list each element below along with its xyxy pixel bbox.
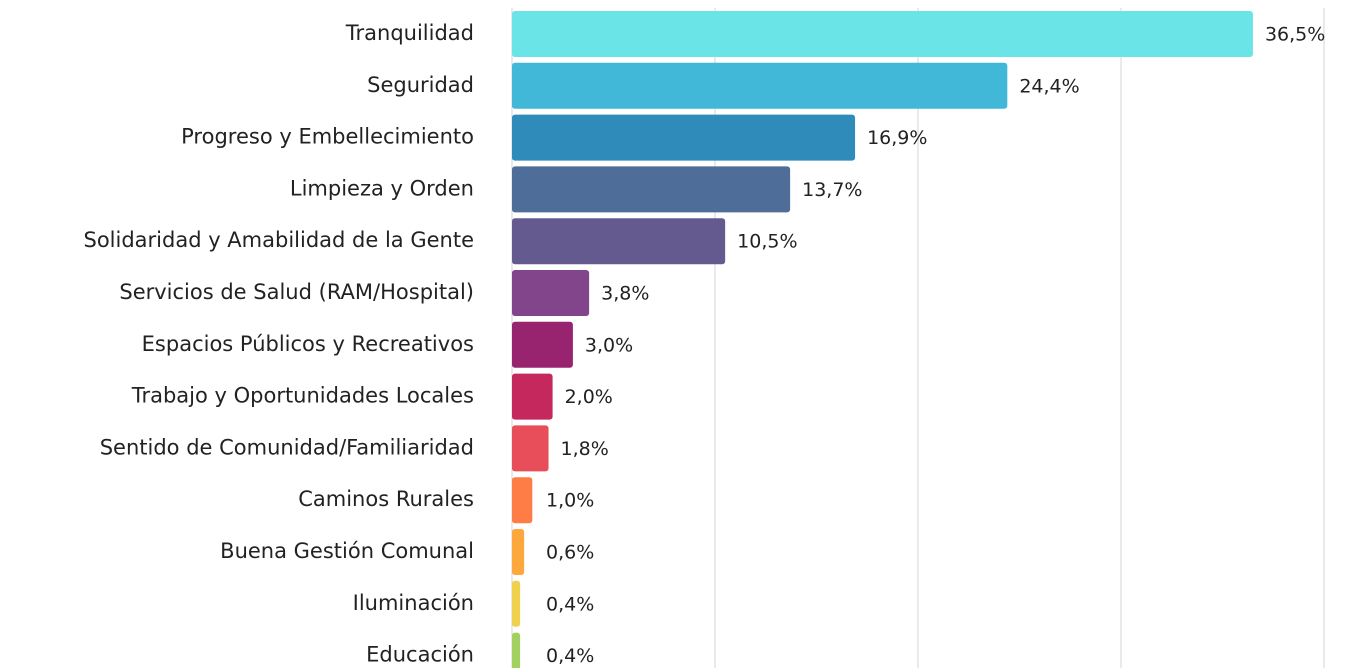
value-label: 0,4% (546, 645, 594, 667)
bar (512, 425, 549, 472)
category-label: Trabajo y Oportunidades Locales (131, 384, 474, 408)
value-label: 0,6% (546, 542, 594, 564)
value-label: 3,0% (585, 334, 633, 356)
value-label: 13,7% (802, 179, 862, 201)
category-label: Buena Gestión Comunal (220, 539, 474, 563)
value-label: 24,4% (1019, 75, 1079, 97)
value-label: 1,8% (561, 438, 609, 460)
value-label: 10,5% (737, 231, 797, 253)
bar (512, 218, 726, 265)
bar (512, 62, 1008, 109)
bar (512, 632, 521, 668)
category-label: Servicios de Salud (RAM/Hospital) (119, 280, 474, 304)
bar (512, 529, 525, 575)
bar (512, 321, 573, 368)
category-label: Iluminación (353, 591, 474, 615)
category-label: Tranquilidad (345, 21, 474, 45)
category-label: Sentido de Comunidad/Familiaridad (100, 435, 474, 459)
value-label: 16,9% (867, 127, 927, 149)
bar (512, 114, 856, 161)
category-label: Caminos Rurales (298, 487, 474, 511)
value-label: 0,4% (546, 593, 594, 615)
bar (512, 11, 1253, 57)
value-label: 1,0% (546, 490, 594, 512)
category-label: Solidaridad y Amabilidad de la Gente (83, 228, 474, 252)
bar (512, 477, 533, 524)
bar (512, 373, 553, 420)
value-label: 36,5% (1265, 24, 1325, 46)
category-label: Espacios Públicos y Recreativos (142, 332, 474, 356)
category-label: Educación (366, 643, 474, 667)
category-label: Progreso y Embellecimiento (181, 125, 474, 149)
category-label: Limpieza y Orden (290, 176, 474, 200)
bar (512, 166, 791, 213)
bar (512, 270, 590, 316)
bar (512, 580, 521, 627)
value-label: 3,8% (601, 283, 649, 305)
category-label: Seguridad (367, 73, 474, 97)
value-label: 2,0% (565, 386, 613, 408)
